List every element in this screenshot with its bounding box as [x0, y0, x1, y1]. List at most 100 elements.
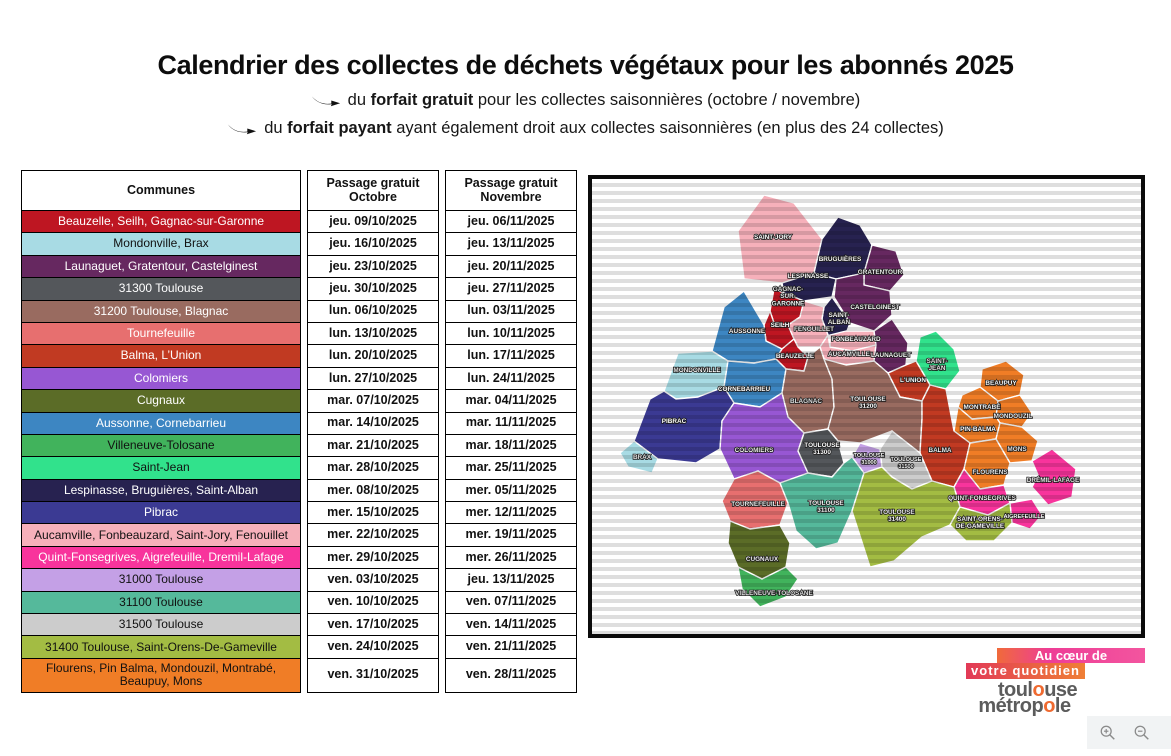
- map-label-cornebarrieu: CORNEBARRIEU: [718, 386, 771, 393]
- curved-arrow-icon: [311, 93, 341, 112]
- october-date-cell: jeu. 16/10/2025: [307, 232, 439, 256]
- map-label-pibrac: PIBRAC: [662, 418, 687, 425]
- commune-cell: Saint-Jean: [21, 456, 301, 480]
- map-region-mondouzil: [995, 394, 1033, 428]
- november-date-cell: lun. 10/11/2025: [445, 321, 577, 346]
- map-label-gratentour: GRATENTOUR: [858, 269, 903, 276]
- november-date-cell: jeu. 13/11/2025: [445, 568, 577, 592]
- subtitle-free-plan: du forfait gratuit pour les collectes sa…: [0, 91, 1171, 112]
- commune-cell: Balma, L’Union: [21, 344, 301, 368]
- november-date-cell: lun. 17/11/2025: [445, 344, 577, 368]
- map-label-toulouse-31300: TOULOUSE 31300: [804, 442, 840, 456]
- header-line: Octobre: [349, 189, 397, 204]
- november-date-cell: jeu. 13/11/2025: [445, 232, 577, 256]
- november-date-cell: mer. 12/11/2025: [445, 501, 577, 525]
- map-label-lespinasse: LESPINASSE: [788, 273, 829, 280]
- commune-cell: Beauzelle, Seilh, Gagnac-sur-Garonne: [21, 210, 301, 234]
- october-date-cell: mer. 08/10/2025: [307, 478, 439, 503]
- zoom-in-button[interactable]: [1099, 724, 1117, 742]
- october-date-cell: mer. 29/10/2025: [307, 545, 439, 570]
- october-date-cell: mar. 28/10/2025: [307, 456, 439, 480]
- map-label-beauzelle: BEAUZELLE: [776, 353, 815, 360]
- october-date-cell: ven. 24/10/2025: [307, 635, 439, 659]
- commune-cell: Aussonne, Cornebarrieu: [21, 411, 301, 435]
- map-label-toulouse-31200: TOULOUSE 31200: [850, 396, 886, 410]
- map-label-aussonne: AUSSONNE: [729, 328, 766, 335]
- map-region-castelginest: [833, 272, 893, 332]
- commune-cell: Quint-Fonsegrives, Aigrefeuille, Dremil-…: [21, 545, 301, 570]
- header-line: Novembre: [480, 189, 542, 204]
- column-header-november: Passage gratuit Novembre: [445, 170, 577, 211]
- november-date-cell: mer. 19/11/2025: [445, 523, 577, 547]
- map-label-brax: BRAX: [633, 454, 652, 461]
- page-title: Calendrier des collectes de déchets végé…: [157, 50, 1014, 80]
- october-date-cell: ven. 03/10/2025: [307, 568, 439, 592]
- commune-cell: Villeneuve-Tolosane: [21, 433, 301, 458]
- commune-cell: Cugnaux: [21, 389, 301, 413]
- map-region-pibrac: [633, 386, 735, 464]
- logo-text: toul: [997, 679, 1033, 701]
- map-label-launaguet: LAUNAGUET: [871, 352, 911, 359]
- map-label-mondouzil: MONDOUZIL: [994, 413, 1033, 420]
- map-label-colomiers: COLOMIERS: [735, 447, 774, 454]
- november-date-cell: jeu. 20/11/2025: [445, 254, 577, 279]
- november-date-cell: ven. 28/11/2025: [445, 657, 577, 693]
- map-label-tournefeuille: TOURNEFEUILLE: [731, 501, 785, 508]
- map-label-saint-alban: SAINT-ALBAN: [828, 312, 851, 326]
- november-date-cell: jeu. 06/11/2025: [445, 210, 577, 234]
- november-date-cell: mar. 11/11/2025: [445, 411, 577, 435]
- banner-votre-quotidien: votre quotidien: [966, 663, 1085, 679]
- november-date-cell: ven. 07/11/2025: [445, 590, 577, 615]
- zoom-out-button[interactable]: [1133, 724, 1151, 742]
- banner-au-coeur-de: Au cœur de: [997, 648, 1145, 663]
- subtitle-post: ayant également droit aux collectes sais…: [391, 119, 944, 137]
- october-date-cell: mer. 22/10/2025: [307, 523, 439, 547]
- logo-ring-icon: o: [1043, 695, 1055, 717]
- october-date-cell: lun. 27/10/2025: [307, 366, 439, 391]
- map-label-balma: BALMA: [928, 447, 951, 454]
- october-date-cell: lun. 20/10/2025: [307, 344, 439, 368]
- commune-cell: Mondonville, Brax: [21, 232, 301, 256]
- map-label-aigrefeuille: AIGREFEUILLE: [1003, 514, 1044, 520]
- column-header-october: Passage gratuit Octobre: [307, 170, 439, 211]
- map-label-fonbeauzard: FONBEAUZARD: [831, 336, 881, 343]
- commune-cell: Launaguet, Gratentour, Castelginest: [21, 254, 301, 279]
- november-date-cell: lun. 03/11/2025: [445, 299, 577, 323]
- map-label-montrabe: MONTRABÉ: [964, 402, 1002, 411]
- map-label-flourens: FLOURENS: [972, 469, 1008, 476]
- map-label-l-union: L'UNION: [900, 377, 926, 384]
- november-date-cell: jeu. 27/11/2025: [445, 277, 577, 301]
- logo-text: métrop: [978, 695, 1044, 717]
- map-label-pin-balma: PIN-BALMA: [960, 426, 996, 433]
- october-date-cell: ven. 31/10/2025: [307, 657, 439, 693]
- map-region-toulouse-31100: [779, 456, 865, 550]
- map-region-gratentour: [863, 244, 905, 292]
- november-date-cell: mar. 04/11/2025: [445, 389, 577, 413]
- map-label-toulouse-31400: TOULOUSE 31400: [879, 509, 915, 523]
- calendar-table: Communes Passage gratuit Octobre Passage gr…: [21, 170, 577, 693]
- map-label-mons: MONS: [1007, 446, 1027, 453]
- map-region-brax: [619, 440, 659, 474]
- viewer-toolbar: [1087, 716, 1171, 749]
- commune-cell: Aucamville, Fonbeauzard, Saint-Jory, Fen…: [21, 523, 301, 547]
- october-date-cell: ven. 17/10/2025: [307, 613, 439, 637]
- communes-map: SAINT-JORY BRUGUIÈRES GRATENTOUR LESPINASSE…: [588, 175, 1145, 638]
- commune-cell: 31300 Toulouse: [21, 277, 301, 301]
- october-date-cell: mar. 14/10/2025: [307, 411, 439, 435]
- header-line: Passage gratuit: [326, 175, 420, 190]
- commune-cell: Flourens, Pin Balma, Mondouzil, Montrabé…: [21, 657, 301, 693]
- commune-cell: 31100 Toulouse: [21, 590, 301, 615]
- commune-cell: 31400 Toulouse, Saint-Orens-De-Gameville: [21, 635, 301, 659]
- commune-cell: Pibrac: [21, 501, 301, 525]
- map-label-mondonville: MONDONVILLE: [673, 367, 721, 374]
- november-date-cell: mer. 26/11/2025: [445, 545, 577, 570]
- commune-cell: 31200 Toulouse, Blagnac: [21, 299, 301, 323]
- logo-ring-icon: o: [1032, 679, 1045, 701]
- november-date-cell: mar. 25/11/2025: [445, 456, 577, 480]
- map-label-castelginest: CASTELGINEST: [850, 304, 899, 311]
- map-label-aucamville: AUCAMVILLE: [828, 351, 871, 358]
- map-label-saint-jean: SAINT-JEAN: [927, 358, 948, 372]
- map-label-villeneuve-tolosane: VILLENEUVE-TOLOSANE: [735, 590, 813, 597]
- logo-text: use: [1044, 679, 1078, 701]
